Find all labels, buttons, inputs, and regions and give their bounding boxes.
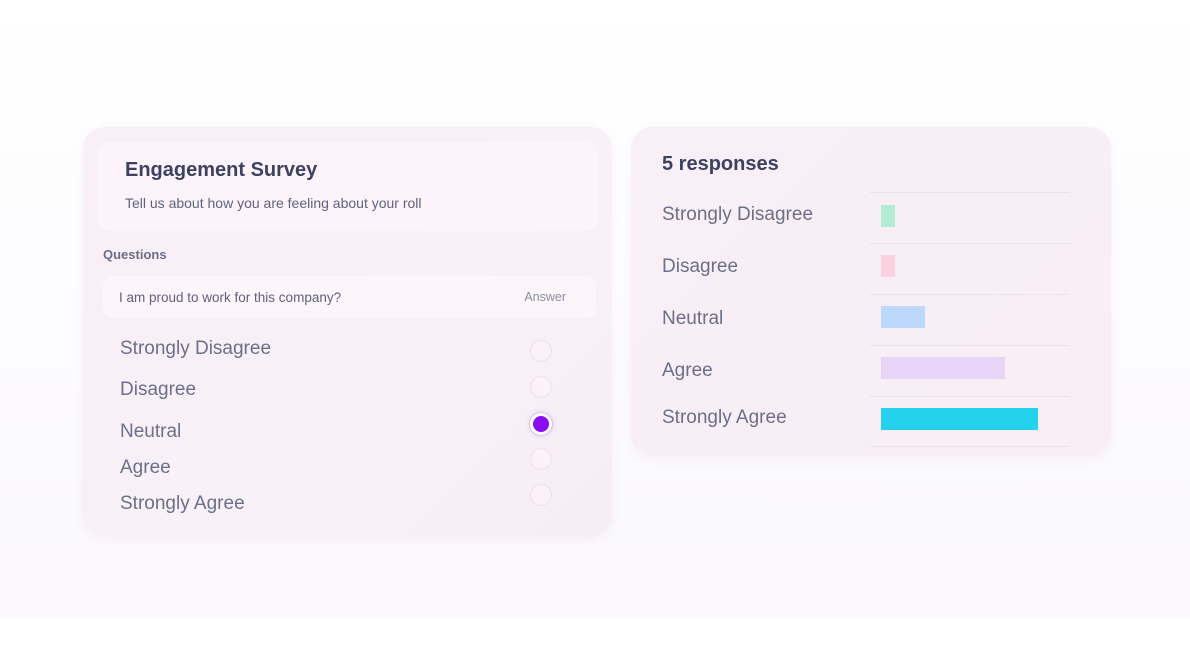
page-bottom-strip (0, 618, 1190, 669)
option-label-strongly-agree: Strongly Agree (120, 493, 245, 514)
response-bar-agree (881, 357, 1005, 379)
option-label-neutral: Neutral (120, 421, 182, 442)
question-row: I am proud to work for this company? Ans… (103, 276, 596, 318)
response-label-strongly-disagree: Strongly Disagree (662, 204, 814, 225)
divider (870, 345, 1070, 346)
questions-label: Questions (103, 247, 167, 262)
response-bar-disagree (881, 255, 895, 277)
radio-strongly-agree[interactable] (530, 484, 552, 506)
response-label-strongly-agree: Strongly Agree (662, 407, 787, 428)
option-label-agree: Agree (120, 457, 171, 478)
survey-subtitle: Tell us about how you are feeling about … (125, 195, 422, 211)
radio-strongly-disagree[interactable] (530, 340, 552, 362)
option-label-disagree: Disagree (120, 379, 197, 400)
divider (870, 243, 1070, 244)
responses-title: 5 responses (662, 153, 779, 175)
response-label-disagree: Disagree (662, 256, 739, 277)
response-bar-strongly-disagree (881, 205, 895, 227)
response-label-agree: Agree (662, 360, 713, 381)
response-bar-neutral (881, 306, 925, 328)
radio-disagree[interactable] (530, 376, 552, 398)
option-label-strongly-disagree: Strongly Disagree (120, 338, 272, 359)
responses-card: 5 responses Strongly Disagree Disagree N… (631, 127, 1111, 456)
divider (870, 294, 1070, 295)
response-bar-strongly-agree (881, 408, 1038, 430)
divider (870, 192, 1070, 193)
divider (870, 396, 1070, 397)
radio-neutral[interactable] (530, 413, 552, 435)
divider (870, 446, 1070, 447)
question-text: I am proud to work for this company? (119, 290, 342, 305)
survey-title: Engagement Survey (125, 159, 318, 181)
radio-agree[interactable] (530, 448, 552, 470)
response-label-neutral: Neutral (662, 308, 724, 329)
answer-label: Answer (524, 290, 566, 304)
survey-card: Engagement Survey Tell us about how you … (83, 127, 612, 537)
survey-header: Engagement Survey Tell us about how you … (97, 142, 598, 231)
